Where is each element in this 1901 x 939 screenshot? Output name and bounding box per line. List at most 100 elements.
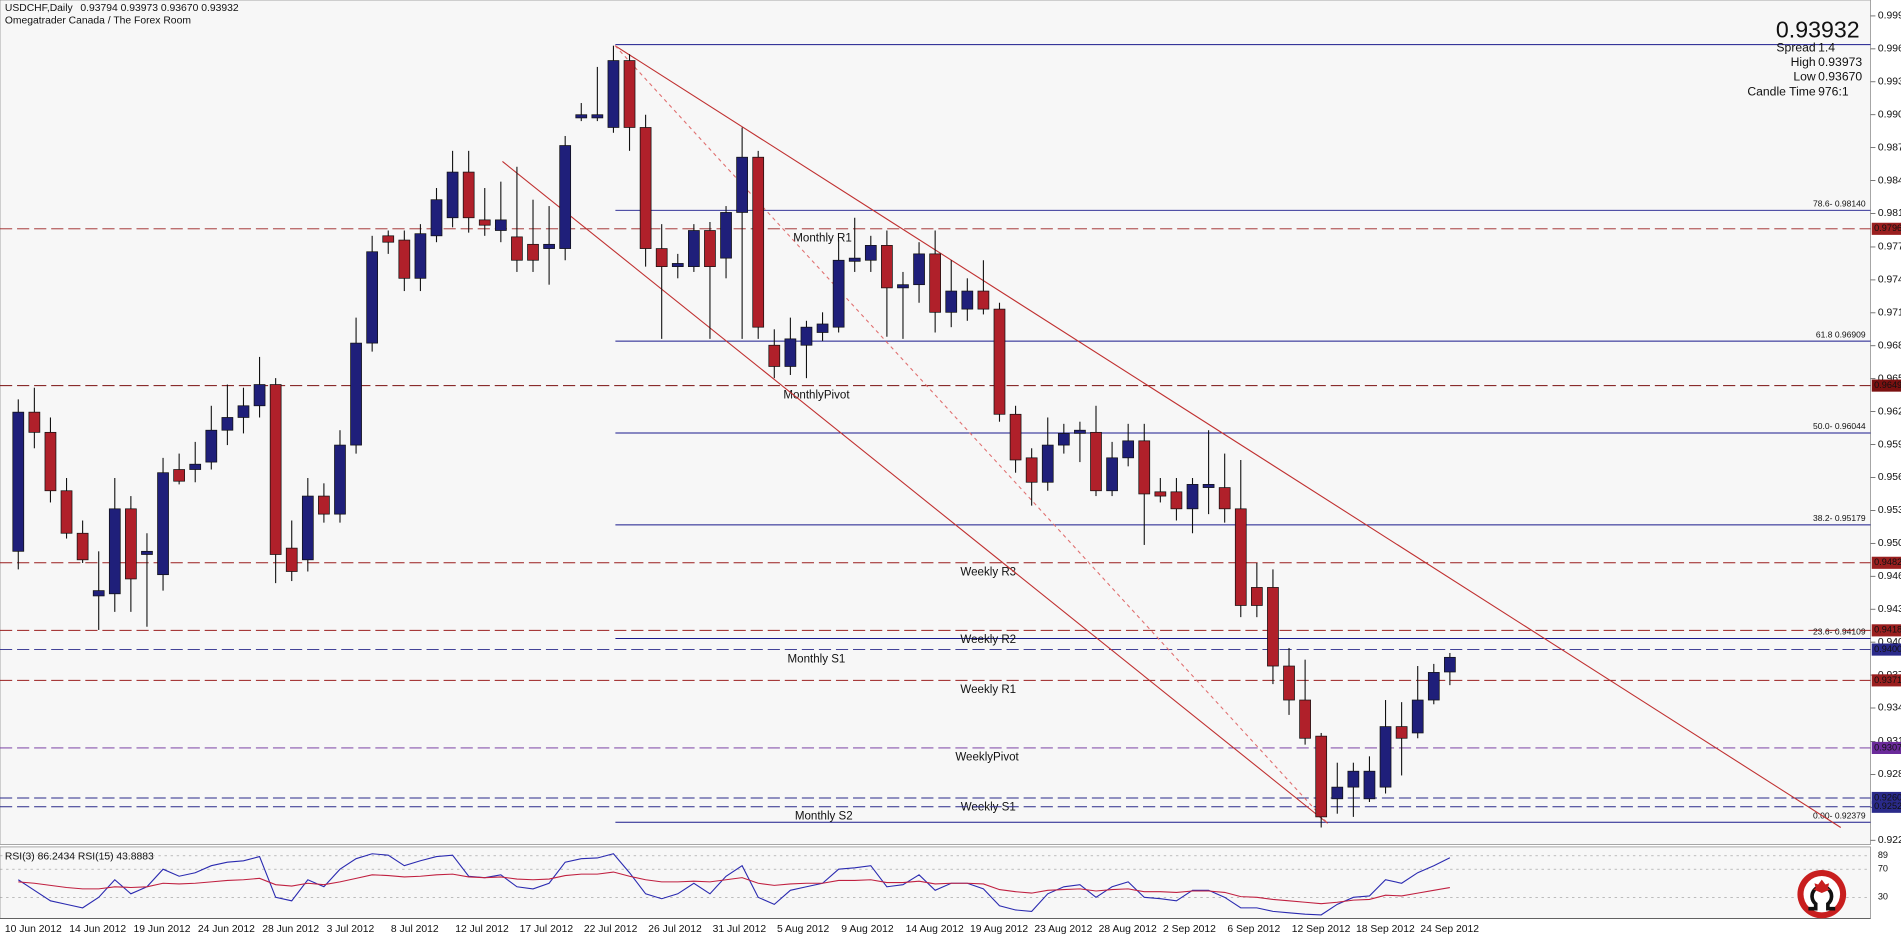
price-box <box>1871 222 1901 235</box>
x-tick-label: 18 Sep 2012 <box>1356 924 1415 935</box>
info-value: 976:1 <box>1818 84 1849 98</box>
price-box <box>1871 741 1901 754</box>
candle-body <box>752 156 765 328</box>
candle-body <box>832 259 845 328</box>
candle-body <box>1283 665 1295 701</box>
candle-body <box>559 145 572 249</box>
candle-body <box>591 114 604 119</box>
candle-body <box>623 60 636 128</box>
candle-body <box>655 248 668 267</box>
candle-body <box>318 495 330 515</box>
candle-body <box>1090 431 1102 492</box>
candle-body <box>1395 726 1408 739</box>
x-tick-label: 5 Aug 2012 <box>777 924 830 935</box>
candle-body <box>913 253 925 286</box>
y-tick-label: 0.93140 <box>1878 736 1901 747</box>
rsi-tick-label: 30 <box>1878 892 1888 902</box>
y-tick-label: 0.95005 <box>1878 538 1901 549</box>
trendline <box>614 45 1842 828</box>
candle-body <box>736 156 748 213</box>
x-tick-label: 28 Jun 2012 <box>262 924 319 935</box>
info-key: Spread <box>1776 41 1815 55</box>
candle-body <box>1041 444 1054 483</box>
pivot-name: Monthly R1 <box>793 233 851 245</box>
candle-body <box>1234 508 1247 606</box>
candle-body <box>768 344 781 367</box>
x-tick-label: 9 Aug 2012 <box>841 924 894 935</box>
x-tick-label: 19 Jun 2012 <box>134 924 191 935</box>
price-box-label: 0.93079 <box>1874 742 1901 752</box>
candle-body <box>462 171 475 219</box>
price-box <box>1871 379 1901 392</box>
x-tick-label: 6 Sep 2012 <box>1227 924 1280 935</box>
y-tick-label: 0.96555 <box>1878 373 1901 384</box>
fib-label: 23.6- 0.94109 <box>1813 627 1866 637</box>
x-tick-label: 31 Jul 2012 <box>713 924 767 935</box>
rsi-title: RSI(3) 86.2434 RSI(15) 43.8883 <box>5 851 154 862</box>
candle-body <box>108 508 121 595</box>
x-tick-label: 26 Jul 2012 <box>648 924 702 935</box>
rsi-tick-label: 70 <box>1878 864 1888 874</box>
broker: Omegatrader Canada / The Forex Room <box>5 15 191 26</box>
x-tick-label: 3 Jul 2012 <box>327 924 375 935</box>
candle-body <box>1299 699 1311 739</box>
x-tick-label: 14 Jun 2012 <box>69 924 126 935</box>
rsi-tick-label: 89 <box>1878 850 1888 860</box>
plot-layer: 0.99970 0.99660 0.99350 0.99040 0.98730 0.984… <box>0 11 1901 935</box>
candle-body <box>575 114 588 119</box>
candle-body <box>1074 429 1086 434</box>
candle-body <box>784 338 797 367</box>
info-value: 0.93973 <box>1818 55 1862 69</box>
fib-label: 50.0- 0.96044 <box>1813 421 1866 431</box>
candle-body <box>607 60 620 128</box>
candle-body <box>1057 433 1070 446</box>
fib-label: 61.8 0.96909 <box>1816 329 1866 339</box>
candle-body <box>1202 484 1215 488</box>
price-box-label: 0.96490 <box>1874 380 1901 390</box>
candle-body <box>301 495 314 561</box>
x-tick-label: 24 Jun 2012 <box>198 924 255 935</box>
pivot-name: Monthly S1 <box>788 653 846 665</box>
candle-body <box>977 290 990 310</box>
candle-body <box>945 290 958 313</box>
y-tick-label: 0.99970 <box>1878 11 1901 22</box>
candle-body <box>1218 487 1231 510</box>
candle-body <box>12 411 25 552</box>
candle-body <box>1315 735 1328 818</box>
logo-leaf <box>1813 879 1831 893</box>
candle-body <box>1138 440 1151 495</box>
candle-body <box>237 405 250 418</box>
y-tick-label: 0.94385 <box>1878 604 1901 615</box>
y-tick-label: 0.98110 <box>1878 208 1901 219</box>
candle-body <box>446 171 459 219</box>
logo <box>1797 869 1847 919</box>
x-tick-label: 12 Sep 2012 <box>1292 924 1351 935</box>
price-box-label: 0.94186 <box>1874 625 1901 635</box>
candle-body <box>1251 587 1263 606</box>
candle-body <box>125 508 137 580</box>
trendline <box>502 161 1328 824</box>
candle-body <box>157 472 169 576</box>
candle-body <box>1170 491 1183 510</box>
candle-body <box>350 342 362 446</box>
y-tick-label: 0.97485 <box>1878 275 1901 286</box>
x-tick-label: 8 Jul 2012 <box>391 924 439 935</box>
pivot-name: Monthly S2 <box>795 811 853 823</box>
candle-body <box>1427 672 1440 701</box>
pivot-name: Weekly R2 <box>960 634 1016 646</box>
candle-body <box>929 253 941 313</box>
info-key: Candle Time <box>1747 84 1816 98</box>
info-value: 1.4 <box>1818 41 1835 55</box>
candle-body <box>1331 786 1344 800</box>
candle-body <box>1411 699 1424 734</box>
candle-body <box>1186 484 1199 510</box>
y-tick-label: 0.99350 <box>1878 77 1901 88</box>
x-tick-label: 14 Aug 2012 <box>906 924 964 935</box>
candle-body <box>398 239 411 279</box>
fib-label: 0.00- 0.92379 <box>1813 811 1866 821</box>
price-box <box>1871 624 1901 637</box>
candle-body <box>1009 413 1022 461</box>
candle-body <box>430 199 443 237</box>
candle-body <box>848 257 861 262</box>
y-tick-label: 0.97795 <box>1878 242 1901 253</box>
